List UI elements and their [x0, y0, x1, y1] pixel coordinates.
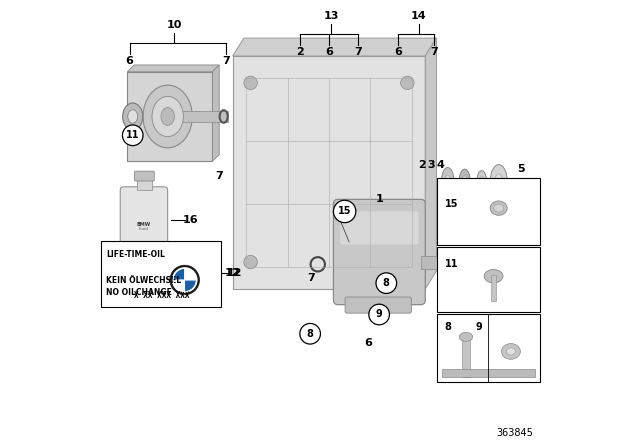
Text: 6: 6	[325, 47, 333, 57]
Text: 1: 1	[375, 194, 383, 204]
Ellipse shape	[445, 175, 451, 188]
FancyBboxPatch shape	[437, 314, 540, 382]
FancyBboxPatch shape	[101, 241, 221, 307]
Circle shape	[401, 255, 414, 269]
Text: KEIN ÖLWECHSEL: KEIN ÖLWECHSEL	[106, 276, 181, 284]
Ellipse shape	[477, 171, 486, 192]
Polygon shape	[127, 65, 219, 72]
FancyBboxPatch shape	[232, 56, 425, 289]
Circle shape	[333, 200, 356, 223]
Text: LIFE-TIME-OIL: LIFE-TIME-OIL	[106, 250, 164, 259]
Text: NO OILCHANGE: NO OILCHANGE	[106, 288, 172, 297]
Text: 13: 13	[323, 11, 339, 21]
Ellipse shape	[459, 169, 470, 194]
Text: 11: 11	[126, 130, 140, 140]
Text: 2: 2	[296, 47, 304, 57]
FancyBboxPatch shape	[462, 336, 470, 377]
Ellipse shape	[479, 177, 484, 186]
Text: X XX XXX XXX: X XX XXX XXX	[134, 291, 189, 300]
Polygon shape	[425, 38, 436, 289]
FancyBboxPatch shape	[340, 211, 419, 245]
Text: 7: 7	[215, 171, 223, 181]
FancyBboxPatch shape	[134, 171, 154, 181]
Ellipse shape	[493, 204, 504, 212]
FancyBboxPatch shape	[491, 275, 496, 302]
Circle shape	[401, 76, 414, 90]
Ellipse shape	[484, 270, 503, 283]
Text: 10: 10	[166, 20, 182, 30]
Polygon shape	[212, 65, 219, 161]
Text: 5: 5	[517, 164, 525, 174]
Ellipse shape	[506, 348, 515, 355]
Polygon shape	[232, 38, 436, 56]
FancyBboxPatch shape	[127, 72, 212, 161]
Text: 9: 9	[476, 322, 483, 332]
Text: 12: 12	[225, 268, 241, 278]
Text: 6: 6	[394, 47, 403, 57]
FancyBboxPatch shape	[170, 111, 228, 122]
Text: 16: 16	[182, 215, 198, 224]
Circle shape	[244, 255, 257, 269]
Text: 6: 6	[364, 338, 372, 348]
FancyBboxPatch shape	[437, 247, 540, 312]
Wedge shape	[185, 280, 196, 292]
Text: Fluid: Fluid	[139, 228, 149, 231]
Ellipse shape	[490, 165, 508, 198]
Text: 3: 3	[428, 160, 435, 170]
Ellipse shape	[128, 110, 138, 123]
Polygon shape	[442, 369, 535, 377]
Circle shape	[244, 76, 257, 90]
Circle shape	[170, 265, 200, 295]
Text: 15: 15	[338, 207, 351, 216]
Text: 2: 2	[419, 160, 426, 170]
Text: 7: 7	[354, 47, 362, 57]
Text: 14: 14	[411, 11, 426, 21]
Text: 7: 7	[307, 273, 315, 283]
Ellipse shape	[490, 201, 507, 215]
Circle shape	[369, 304, 389, 325]
FancyBboxPatch shape	[345, 297, 412, 313]
Text: 6: 6	[125, 56, 134, 66]
Ellipse shape	[495, 174, 502, 189]
Circle shape	[300, 323, 321, 344]
Circle shape	[376, 273, 397, 293]
Text: 15: 15	[445, 199, 458, 209]
Ellipse shape	[462, 176, 467, 187]
Wedge shape	[173, 268, 185, 280]
Wedge shape	[185, 268, 196, 280]
FancyBboxPatch shape	[333, 199, 425, 305]
Ellipse shape	[161, 108, 174, 125]
Wedge shape	[173, 280, 185, 292]
Text: 7: 7	[222, 56, 230, 66]
Text: 8: 8	[445, 322, 451, 332]
Text: 363845: 363845	[496, 428, 532, 438]
FancyBboxPatch shape	[437, 178, 540, 245]
Text: 4: 4	[436, 160, 444, 170]
Ellipse shape	[502, 344, 520, 359]
Circle shape	[172, 267, 198, 293]
Text: BMW: BMW	[137, 221, 151, 227]
Text: 12: 12	[227, 268, 243, 278]
Text: 11: 11	[445, 259, 458, 269]
Ellipse shape	[460, 332, 473, 341]
Ellipse shape	[152, 96, 183, 137]
Ellipse shape	[442, 168, 454, 195]
Text: 7: 7	[430, 47, 438, 57]
FancyBboxPatch shape	[120, 187, 168, 259]
FancyBboxPatch shape	[137, 179, 152, 190]
Ellipse shape	[123, 103, 143, 130]
Text: 9: 9	[376, 310, 383, 319]
Text: 8: 8	[383, 278, 390, 288]
Circle shape	[122, 125, 143, 146]
Text: 8: 8	[307, 329, 314, 339]
Ellipse shape	[143, 85, 192, 148]
FancyBboxPatch shape	[421, 256, 439, 269]
